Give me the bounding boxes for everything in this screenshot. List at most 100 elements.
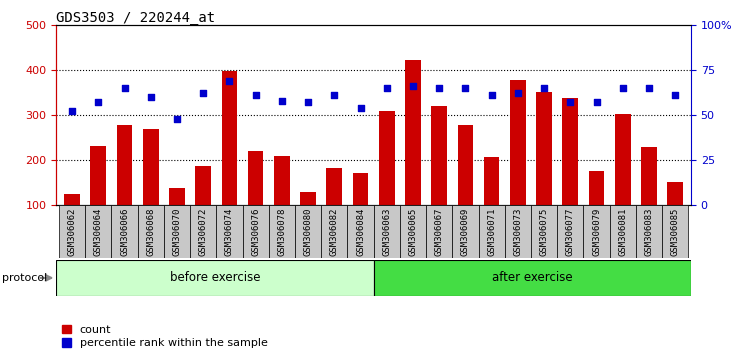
Bar xyxy=(143,130,158,205)
Text: GSM306082: GSM306082 xyxy=(330,208,339,256)
Text: GSM306080: GSM306080 xyxy=(303,208,312,256)
Point xyxy=(564,99,576,105)
Text: protocol: protocol xyxy=(2,273,47,283)
FancyBboxPatch shape xyxy=(557,205,584,258)
FancyBboxPatch shape xyxy=(111,205,137,258)
FancyBboxPatch shape xyxy=(348,205,373,258)
Text: GSM306081: GSM306081 xyxy=(618,208,627,256)
Point xyxy=(669,92,681,98)
FancyBboxPatch shape xyxy=(321,205,348,258)
FancyBboxPatch shape xyxy=(636,205,662,258)
FancyBboxPatch shape xyxy=(59,205,85,258)
Bar xyxy=(562,98,578,205)
Point xyxy=(328,92,340,98)
Point xyxy=(538,85,550,91)
Text: after exercise: after exercise xyxy=(492,272,572,284)
FancyBboxPatch shape xyxy=(56,260,374,296)
Point xyxy=(354,105,366,111)
Text: GSM306074: GSM306074 xyxy=(225,208,234,256)
Text: GSM306065: GSM306065 xyxy=(409,208,418,256)
Text: GSM306068: GSM306068 xyxy=(146,208,155,256)
Text: before exercise: before exercise xyxy=(170,272,261,284)
Bar xyxy=(615,114,631,205)
Text: GSM306063: GSM306063 xyxy=(382,208,391,256)
Point xyxy=(617,85,629,91)
Point xyxy=(249,92,261,98)
Point xyxy=(145,94,157,100)
Bar xyxy=(484,157,499,205)
Text: GSM306078: GSM306078 xyxy=(277,208,286,256)
Point xyxy=(92,99,104,105)
Point xyxy=(119,85,131,91)
Text: GSM306077: GSM306077 xyxy=(566,208,575,256)
Point xyxy=(223,78,235,84)
FancyBboxPatch shape xyxy=(452,205,478,258)
Point xyxy=(590,99,602,105)
Bar xyxy=(431,106,447,205)
Bar xyxy=(589,171,605,205)
Bar xyxy=(457,125,473,205)
Text: GSM306085: GSM306085 xyxy=(671,208,680,256)
FancyBboxPatch shape xyxy=(295,205,321,258)
Text: GSM306072: GSM306072 xyxy=(199,208,208,256)
Text: GSM306083: GSM306083 xyxy=(644,208,653,256)
FancyBboxPatch shape xyxy=(584,205,610,258)
FancyBboxPatch shape xyxy=(243,205,269,258)
Text: GSM306076: GSM306076 xyxy=(251,208,260,256)
Legend: count, percentile rank within the sample: count, percentile rank within the sample xyxy=(62,325,267,348)
FancyBboxPatch shape xyxy=(190,205,216,258)
Point xyxy=(381,85,393,91)
Bar xyxy=(90,146,106,205)
FancyBboxPatch shape xyxy=(374,260,691,296)
FancyBboxPatch shape xyxy=(610,205,636,258)
Bar xyxy=(405,60,421,205)
Point xyxy=(302,99,314,105)
Text: GDS3503 / 220244_at: GDS3503 / 220244_at xyxy=(56,11,216,25)
Point xyxy=(276,98,288,103)
Text: GSM306079: GSM306079 xyxy=(592,208,601,256)
FancyBboxPatch shape xyxy=(531,205,557,258)
Bar xyxy=(300,192,316,205)
Point xyxy=(512,91,524,96)
Text: GSM306071: GSM306071 xyxy=(487,208,496,256)
FancyBboxPatch shape xyxy=(85,205,111,258)
FancyBboxPatch shape xyxy=(373,205,400,258)
Bar xyxy=(353,173,369,205)
Text: GSM306070: GSM306070 xyxy=(173,208,182,256)
Point xyxy=(433,85,445,91)
FancyBboxPatch shape xyxy=(164,205,190,258)
Point xyxy=(460,85,472,91)
FancyBboxPatch shape xyxy=(505,205,531,258)
Text: GSM306075: GSM306075 xyxy=(539,208,548,256)
Point xyxy=(198,91,210,96)
Text: GSM306064: GSM306064 xyxy=(94,208,103,256)
Bar xyxy=(510,80,526,205)
FancyBboxPatch shape xyxy=(662,205,689,258)
Point xyxy=(643,85,655,91)
Text: GSM306073: GSM306073 xyxy=(514,208,523,256)
Point xyxy=(486,92,498,98)
FancyBboxPatch shape xyxy=(137,205,164,258)
Bar xyxy=(222,71,237,205)
Bar xyxy=(641,147,657,205)
FancyBboxPatch shape xyxy=(269,205,295,258)
FancyBboxPatch shape xyxy=(400,205,426,258)
Bar xyxy=(274,156,290,205)
FancyBboxPatch shape xyxy=(216,205,243,258)
Bar xyxy=(169,188,185,205)
Point xyxy=(171,116,183,121)
Bar xyxy=(668,182,683,205)
Text: GSM306067: GSM306067 xyxy=(435,208,444,256)
Bar xyxy=(116,125,132,205)
Text: GSM306069: GSM306069 xyxy=(461,208,470,256)
Point xyxy=(66,109,78,114)
Bar xyxy=(248,151,264,205)
Text: GSM306066: GSM306066 xyxy=(120,208,129,256)
Bar xyxy=(327,168,342,205)
Bar xyxy=(536,92,552,205)
Bar xyxy=(379,112,394,205)
Text: GSM306062: GSM306062 xyxy=(68,208,77,256)
FancyBboxPatch shape xyxy=(426,205,452,258)
Point xyxy=(407,83,419,89)
Bar xyxy=(64,194,80,205)
